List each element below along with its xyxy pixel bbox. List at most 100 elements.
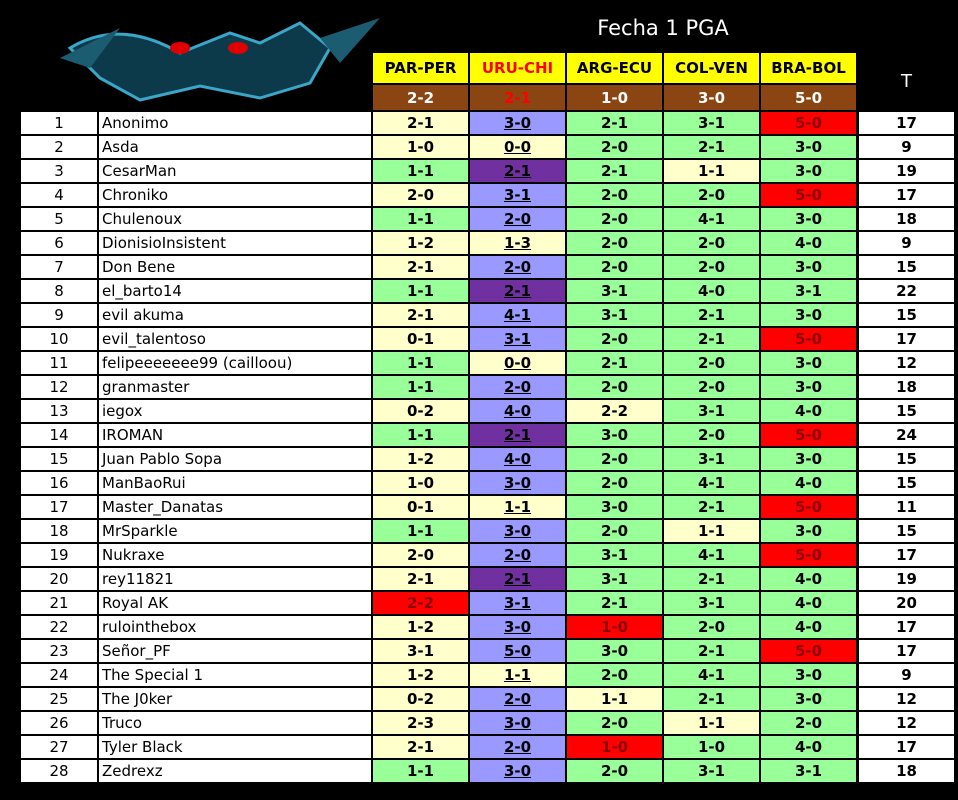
row-index: 12	[20, 375, 98, 399]
player-name: Nukraxe	[98, 543, 372, 567]
prediction: 3-0	[760, 375, 857, 399]
prediction: 3-0	[760, 207, 857, 231]
player-name: MrSparkle	[98, 519, 372, 543]
prediction: 2-0	[566, 471, 663, 495]
player-name: felipeeeeeee99 (cailloou)	[98, 351, 372, 375]
prediction: 3-1	[663, 399, 760, 423]
prediction: 2-1	[469, 423, 566, 447]
row-index: 23	[20, 639, 98, 663]
prediction: 1-1	[469, 495, 566, 519]
prediction: 2-1	[663, 495, 760, 519]
player-name: Juan Pablo Sopa	[98, 447, 372, 471]
prediction: 2-1	[372, 735, 469, 759]
total-points: 17	[858, 111, 955, 135]
prediction: 1-1	[372, 159, 469, 183]
prediction: 2-1	[469, 159, 566, 183]
match-header: COL-VEN	[663, 52, 760, 84]
player-name: Tyler Black	[98, 735, 372, 759]
player-name: The J0ker	[98, 687, 372, 711]
prediction: 3-0	[566, 423, 663, 447]
player-name: Zedrexz	[98, 759, 372, 783]
prediction: 1-1	[372, 279, 469, 303]
prediction: 4-0	[469, 447, 566, 471]
row-index: 5	[20, 207, 98, 231]
prediction: 1-1	[372, 759, 469, 783]
prediction: 0-0	[469, 351, 566, 375]
prediction: 3-0	[469, 471, 566, 495]
row-index: 10	[20, 327, 98, 351]
total-points: 15	[858, 447, 955, 471]
prediction: 2-0	[566, 183, 663, 207]
row-index: 1	[20, 111, 98, 135]
prediction: 3-1	[566, 543, 663, 567]
row-index: 15	[20, 447, 98, 471]
total-points: 15	[858, 471, 955, 495]
total-points: 17	[858, 183, 955, 207]
prediction: 3-0	[566, 639, 663, 663]
prediction: 2-1	[372, 303, 469, 327]
prediction: 2-0	[663, 375, 760, 399]
prediction: 5-0	[469, 639, 566, 663]
player-name: DionisioInsistent	[98, 231, 372, 255]
player-name: IROMAN	[98, 423, 372, 447]
logo-eye	[170, 42, 190, 54]
prediction: 2-0	[372, 183, 469, 207]
match-header: BRA-BOL	[760, 52, 857, 84]
total-points: 17	[858, 543, 955, 567]
prediction: 2-0	[566, 759, 663, 783]
prediction: 1-0	[372, 135, 469, 159]
prediction: 2-0	[469, 735, 566, 759]
prediction: 1-1	[372, 207, 469, 231]
prediction: 3-0	[760, 351, 857, 375]
prediction: 4-0	[760, 735, 857, 759]
row-index: 18	[20, 519, 98, 543]
player-name: Señor_PF	[98, 639, 372, 663]
row-index: 8	[20, 279, 98, 303]
prediction: 3-1	[469, 591, 566, 615]
total-points: 12	[858, 687, 955, 711]
player-name: granmaster	[98, 375, 372, 399]
prediction: 1-2	[372, 447, 469, 471]
prediction: 2-0	[566, 255, 663, 279]
row-index: 28	[20, 759, 98, 783]
prediction: 2-0	[469, 207, 566, 231]
row-index: 20	[20, 567, 98, 591]
row-index: 25	[20, 687, 98, 711]
row-index: 17	[20, 495, 98, 519]
prediction: 3-1	[663, 591, 760, 615]
prediction: 0-0	[469, 135, 566, 159]
row-index: 19	[20, 543, 98, 567]
prediction: 4-1	[469, 303, 566, 327]
row-index: 7	[20, 255, 98, 279]
prediction: 3-1	[663, 447, 760, 471]
prediction: 2-2	[372, 591, 469, 615]
prediction: 5-0	[760, 183, 857, 207]
prediction: 2-0	[663, 351, 760, 375]
total-header: T	[901, 71, 912, 92]
prediction: 4-1	[663, 663, 760, 687]
row-index: 2	[20, 135, 98, 159]
player-name: evil_talentoso	[98, 327, 372, 351]
prediction: 2-1	[566, 111, 663, 135]
prediction: 3-0	[760, 255, 857, 279]
row-index: 6	[20, 231, 98, 255]
total-points: 20	[858, 591, 955, 615]
prediction: 4-0	[760, 399, 857, 423]
prediction: 1-0	[663, 735, 760, 759]
prediction: 0-1	[372, 495, 469, 519]
prediction: 2-1	[566, 159, 663, 183]
player-name: CesarMan	[98, 159, 372, 183]
prediction: 3-0	[566, 495, 663, 519]
prediction: 1-3	[469, 231, 566, 255]
prediction: 3-0	[760, 447, 857, 471]
prediction: 2-1	[469, 279, 566, 303]
total-points: 24	[858, 423, 955, 447]
prediction: 2-0	[663, 255, 760, 279]
prediction: 2-0	[566, 207, 663, 231]
prediction: 3-0	[469, 111, 566, 135]
row-index: 22	[20, 615, 98, 639]
match-result: 2-1	[469, 84, 566, 111]
prediction: 2-0	[566, 447, 663, 471]
logo-wing	[60, 18, 380, 68]
